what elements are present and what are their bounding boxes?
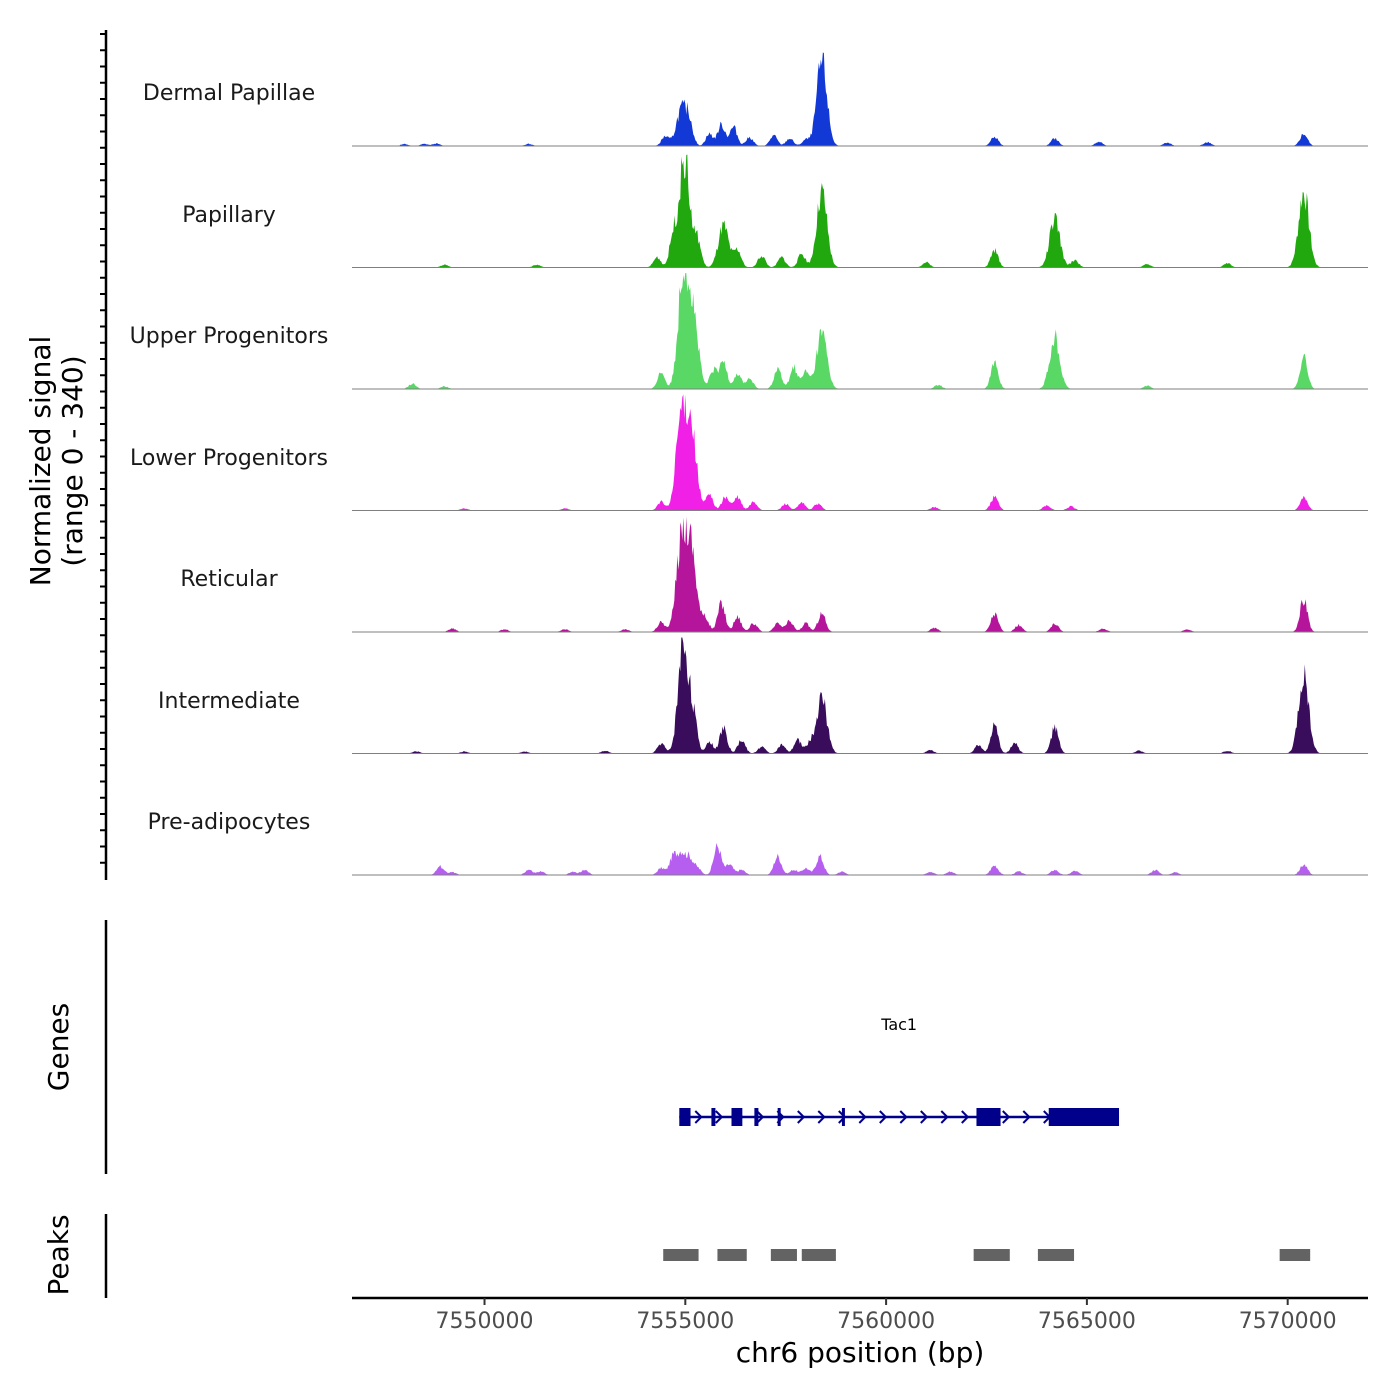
strand-arrow xyxy=(858,1110,867,1124)
track-lower-progenitors: Lower Progenitors xyxy=(130,394,1368,511)
signal-area xyxy=(352,843,1368,875)
strand-arrow xyxy=(694,1110,703,1124)
gene-exon xyxy=(754,1108,759,1126)
strand-arrow xyxy=(1002,1110,1011,1124)
strand-arrow xyxy=(715,1110,724,1124)
peak-region xyxy=(801,1249,836,1261)
strand-arrow xyxy=(899,1110,908,1124)
peaks-track xyxy=(104,1214,1311,1298)
track-dermal-papillae: Dermal Papillae xyxy=(143,52,1368,147)
gene-exon xyxy=(711,1108,716,1126)
peaks-track-title: Peaks xyxy=(42,1214,75,1295)
peak-region xyxy=(717,1249,747,1261)
gene-exon xyxy=(731,1108,743,1126)
gene-exon xyxy=(976,1108,1001,1126)
x-tick-label: 7565000 xyxy=(1038,1309,1136,1334)
track-label: Dermal Papillae xyxy=(143,81,315,106)
track-upper-progenitors: Upper Progenitors xyxy=(130,273,1368,390)
x-axis: 7550000 7555000 7560000 7565000 7570000 xyxy=(352,1296,1368,1334)
signal-area xyxy=(352,394,1368,511)
x-tick-label: 7550000 xyxy=(436,1309,534,1334)
signal-area xyxy=(352,154,1368,268)
peak-region xyxy=(770,1249,797,1261)
peak-region xyxy=(663,1249,699,1261)
signal-area xyxy=(352,52,1368,147)
track-label: Intermediate xyxy=(158,689,300,714)
strand-arrow xyxy=(1022,1110,1031,1124)
track-intermediate: Intermediate xyxy=(158,637,1368,754)
track-reticular: Reticular xyxy=(180,516,1368,633)
track-label: Upper Progenitors xyxy=(130,324,329,349)
track-label: Reticular xyxy=(180,567,278,592)
strand-arrow xyxy=(961,1110,970,1124)
y-axis-title-line1: Normalized signal xyxy=(24,336,57,587)
gene-label: Tac1 xyxy=(880,1015,917,1034)
peak-region xyxy=(973,1249,1010,1261)
gene-exon xyxy=(1048,1108,1120,1126)
strand-arrow xyxy=(879,1110,888,1124)
gene-exon xyxy=(841,1108,845,1126)
strand-arrow xyxy=(797,1110,806,1124)
signal-area xyxy=(352,637,1368,754)
track-label: Lower Progenitors xyxy=(130,446,328,471)
y-axis-title-line2: (range 0 - 340) xyxy=(56,355,89,566)
genes-track-title: Genes xyxy=(42,1003,75,1091)
strand-arrow xyxy=(817,1110,826,1124)
track-label: Pre-adipocytes xyxy=(148,810,311,835)
x-tick-label: 7570000 xyxy=(1239,1309,1337,1334)
x-tick-label: 7555000 xyxy=(636,1309,734,1334)
peak-region xyxy=(1037,1249,1075,1261)
genes-track: Tac1 xyxy=(104,920,1120,1174)
track-pre-adipocytes: Pre-adipocytes xyxy=(148,810,1368,876)
signal-area xyxy=(352,273,1368,389)
gene-exon xyxy=(777,1108,781,1126)
peak-region xyxy=(1279,1249,1311,1261)
strand-arrow xyxy=(940,1110,949,1124)
gene-exon xyxy=(679,1108,691,1126)
signal-area xyxy=(352,516,1368,632)
strand-arrow xyxy=(756,1110,765,1124)
x-tick-label: 7560000 xyxy=(837,1309,935,1334)
signal-tracks: Dermal Papillae Papillary Upper Progenitor… xyxy=(100,30,1368,880)
y-axis-title: Normalized signal (range 0 - 340) xyxy=(24,336,89,587)
track-papillary: Papillary xyxy=(182,154,1368,268)
x-axis-title: chr6 position (bp) xyxy=(736,1336,985,1369)
strand-arrow xyxy=(920,1110,929,1124)
track-label: Papillary xyxy=(182,203,276,228)
